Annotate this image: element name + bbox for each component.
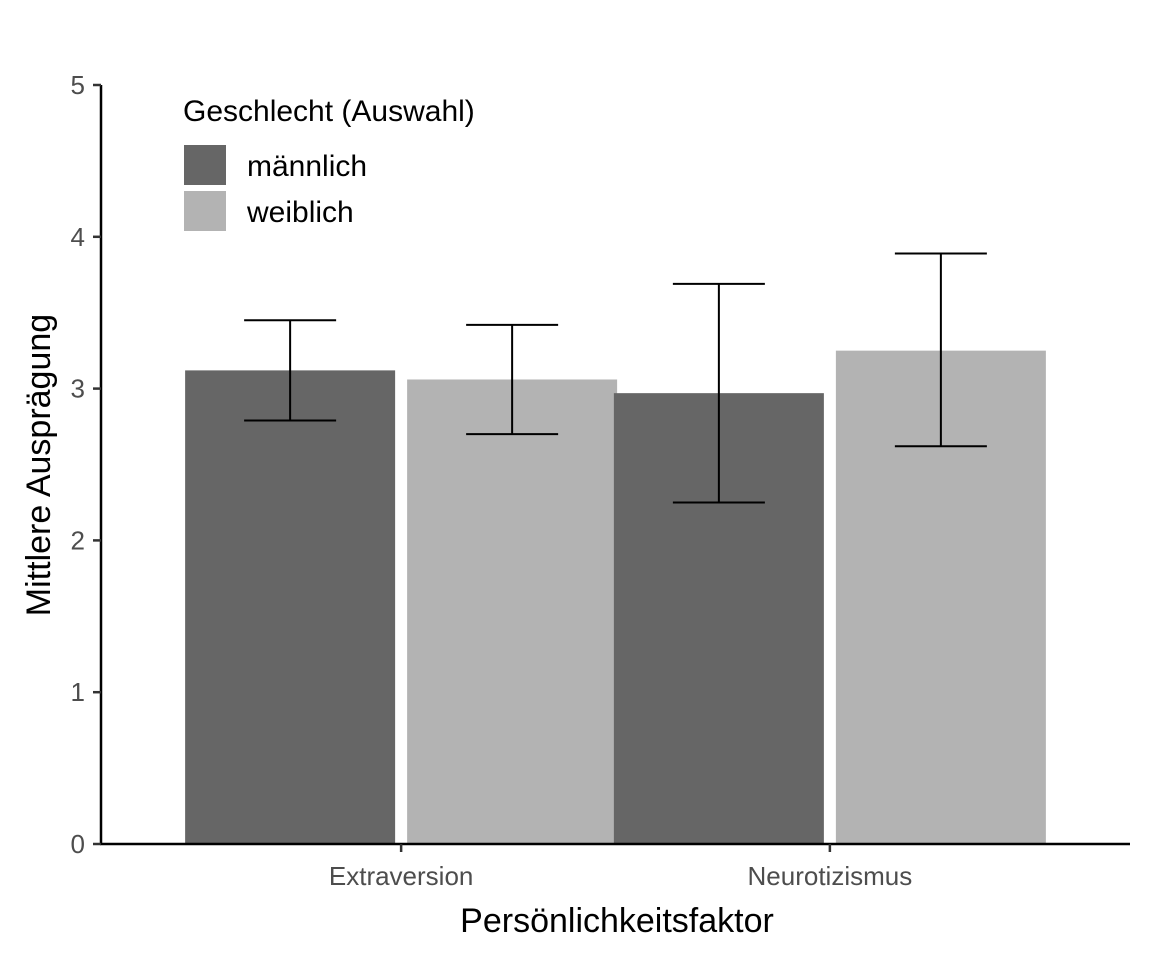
legend-swatch [184, 191, 226, 231]
y-tick-label: 3 [71, 374, 85, 404]
legend: Geschlecht (Auswahl) männlich weiblich [183, 95, 475, 231]
legend-title: Geschlecht (Auswahl) [183, 95, 475, 128]
y-axis-ticks: 0 1 2 3 4 5 [71, 70, 101, 859]
legend-swatch [184, 145, 226, 185]
legend-items: männlich weiblich [184, 145, 367, 231]
x-axis-ticks: Extraversion Neurotizismus [329, 844, 912, 891]
y-tick-label: 4 [71, 222, 85, 252]
y-tick-label: 5 [71, 70, 85, 100]
x-tick-label: Neurotizismus [748, 861, 913, 891]
y-tick-label: 0 [71, 829, 85, 859]
bar [185, 370, 396, 844]
x-axis-title: Persönlichkeitsfaktor [460, 902, 774, 940]
bars-group [185, 350, 1046, 844]
legend-label: männlich [247, 150, 367, 183]
error-bars-group [244, 252, 987, 504]
x-tick-label: Extraversion [329, 861, 474, 891]
bar [407, 379, 618, 844]
y-tick-label: 2 [71, 525, 85, 555]
y-tick-label: 1 [71, 677, 85, 707]
legend-label: weiblich [246, 196, 354, 229]
y-axis-title: Mittlere Ausprägung [20, 314, 58, 616]
